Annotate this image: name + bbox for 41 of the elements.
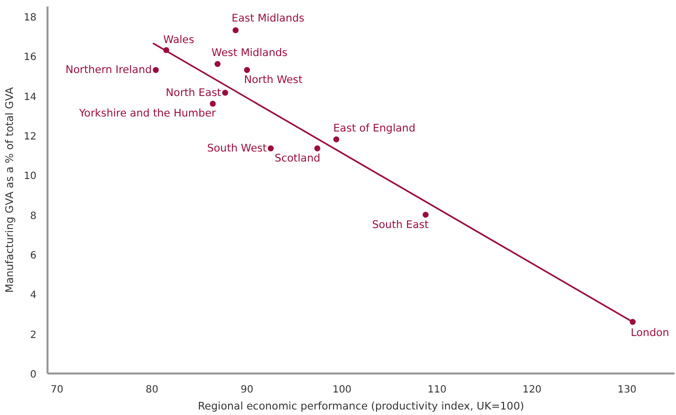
- y-tick-label: 10: [24, 171, 37, 182]
- point: [422, 212, 429, 218]
- y-tick-label: 2: [30, 330, 37, 341]
- annotation: Wales: [163, 34, 194, 46]
- x-tick-label: 130: [617, 384, 637, 396]
- annotation: London: [630, 326, 670, 339]
- y-tick-label: 6: [30, 250, 37, 262]
- y-tick-label: 18: [24, 12, 37, 24]
- y-tick-label: 14: [24, 92, 37, 103]
- x-tick-label: 90: [240, 384, 254, 396]
- x-tick-label: 110: [427, 384, 447, 396]
- point: [268, 145, 274, 152]
- point: [222, 90, 228, 96]
- y-tick-label: 8: [30, 210, 37, 222]
- x-tick-label: 70: [50, 384, 64, 396]
- annotation: West Midlands: [212, 47, 288, 60]
- annotation: North East: [166, 86, 222, 99]
- y-tick-label: 12: [24, 131, 37, 142]
- point: [214, 61, 221, 68]
- annotation: Yorkshire and the Humber: [78, 108, 216, 120]
- y-axis-title: Manufacturing GVA as a % of total GVA: [4, 86, 16, 293]
- point: [333, 136, 340, 142]
- y-tick-label: 16: [24, 52, 37, 64]
- point: [232, 27, 239, 34]
- x-axis-title: Regional economic performance (productivity index, UK=100): [198, 400, 524, 412]
- x-tick-label: 100: [332, 384, 352, 396]
- point: [244, 66, 250, 73]
- annotation: South West: [207, 142, 267, 154]
- point: [152, 66, 159, 73]
- y-tick-label: 0: [30, 370, 37, 380]
- annotation: North West: [244, 74, 303, 86]
- annotation: Northern Ireland: [66, 64, 152, 76]
- point: [314, 145, 320, 152]
- y-tick-label: 4: [30, 290, 37, 302]
- point: [210, 100, 216, 107]
- annotation: East of England: [333, 122, 416, 134]
- x-tick-label: 120: [522, 384, 542, 396]
- annotation: Scotland: [274, 152, 320, 164]
- x-tick-label: 80: [146, 384, 158, 396]
- annotation: South East: [372, 218, 429, 231]
- annotation: East Midlands: [232, 12, 304, 24]
